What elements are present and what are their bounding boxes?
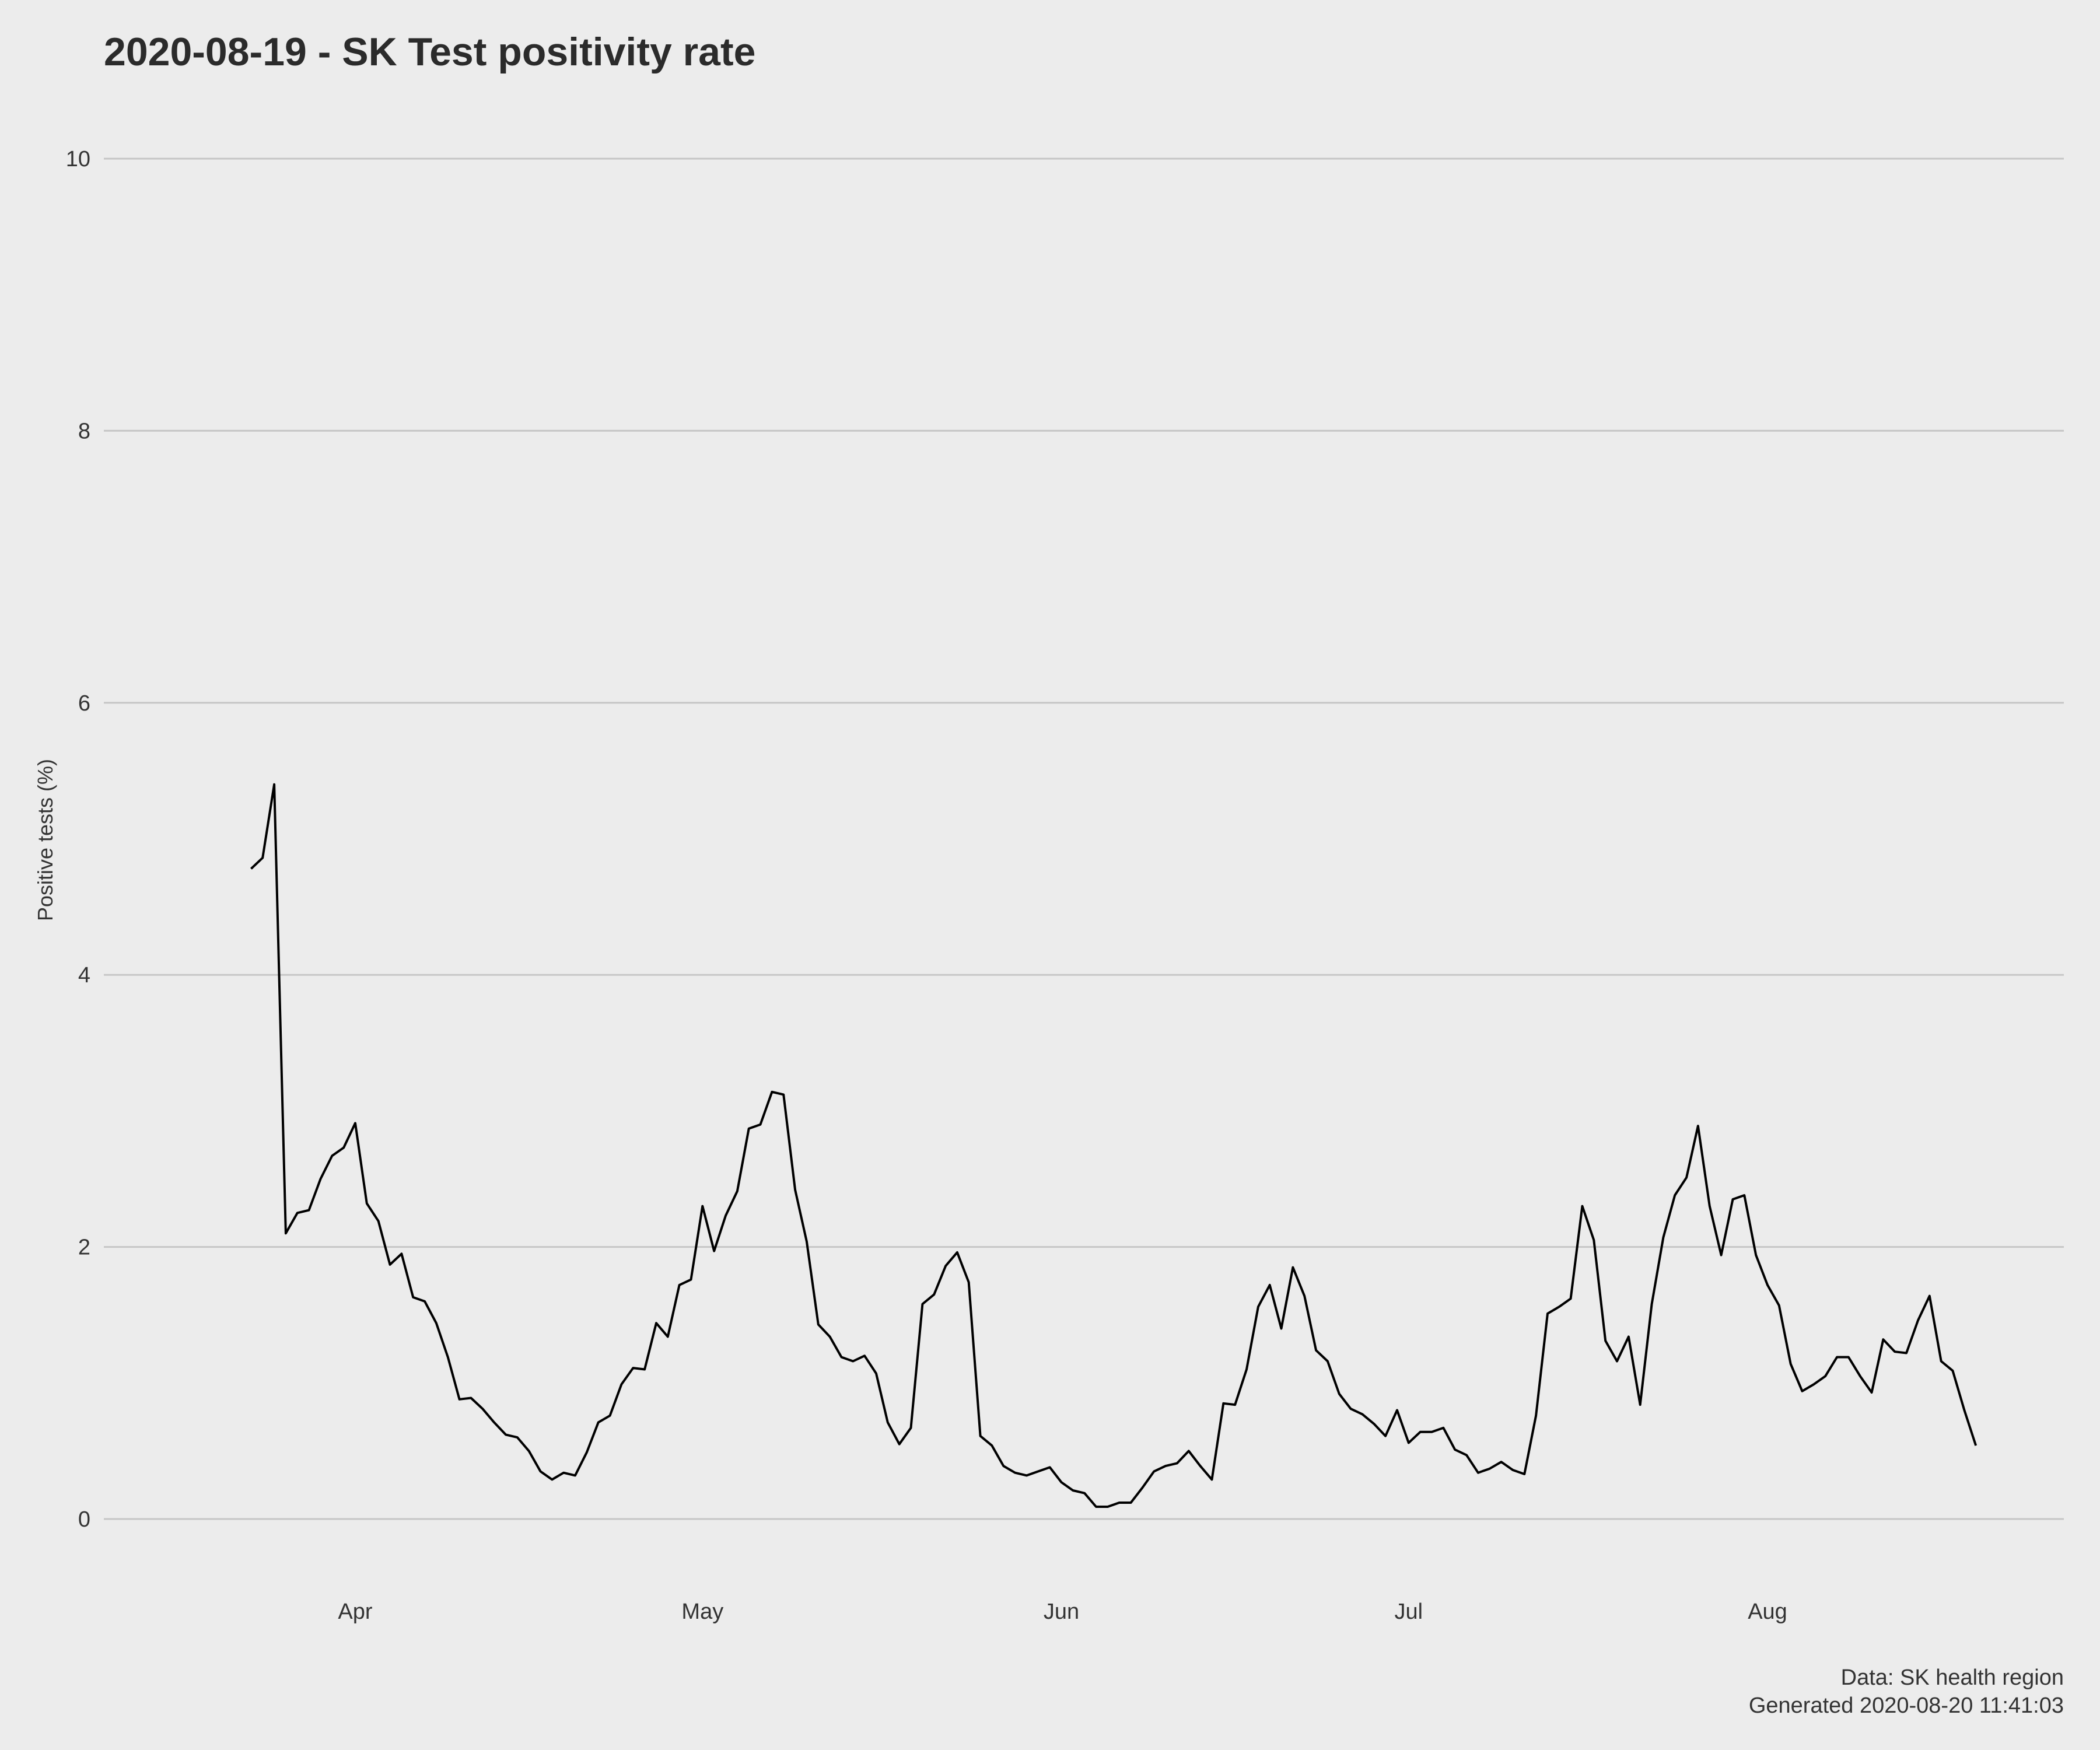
- caption-source: Data: SK health region: [1841, 1665, 2064, 1690]
- x-tick-label: May: [681, 1600, 723, 1624]
- y-tick-label: 8: [78, 419, 90, 443]
- y-tick-label: 10: [66, 147, 90, 172]
- y-tick-label: 6: [78, 691, 90, 716]
- x-tick-label: Apr: [338, 1600, 372, 1624]
- x-tick-label: Jun: [1044, 1600, 1079, 1624]
- x-tick-label: Jul: [1395, 1600, 1423, 1624]
- gridlines: [104, 158, 2064, 1520]
- y-axis-label: Positive tests (%): [33, 759, 57, 921]
- caption-generated: Generated 2020-08-20 11:41:03: [1749, 1693, 2064, 1718]
- y-tick-label: 0: [78, 1507, 90, 1532]
- x-tick-labels: Apr May Jun Jul Aug: [338, 1600, 1787, 1624]
- positivity-rate-line: [250, 783, 1978, 1508]
- x-tick-label: Aug: [1748, 1600, 1787, 1624]
- y-tick-label: 2: [78, 1236, 90, 1260]
- y-tick-labels: 0 2 4 6 8 10: [66, 147, 90, 1532]
- chart-title: 2020-08-19 - SK Test positivity rate: [104, 30, 755, 74]
- y-tick-label: 4: [78, 963, 90, 988]
